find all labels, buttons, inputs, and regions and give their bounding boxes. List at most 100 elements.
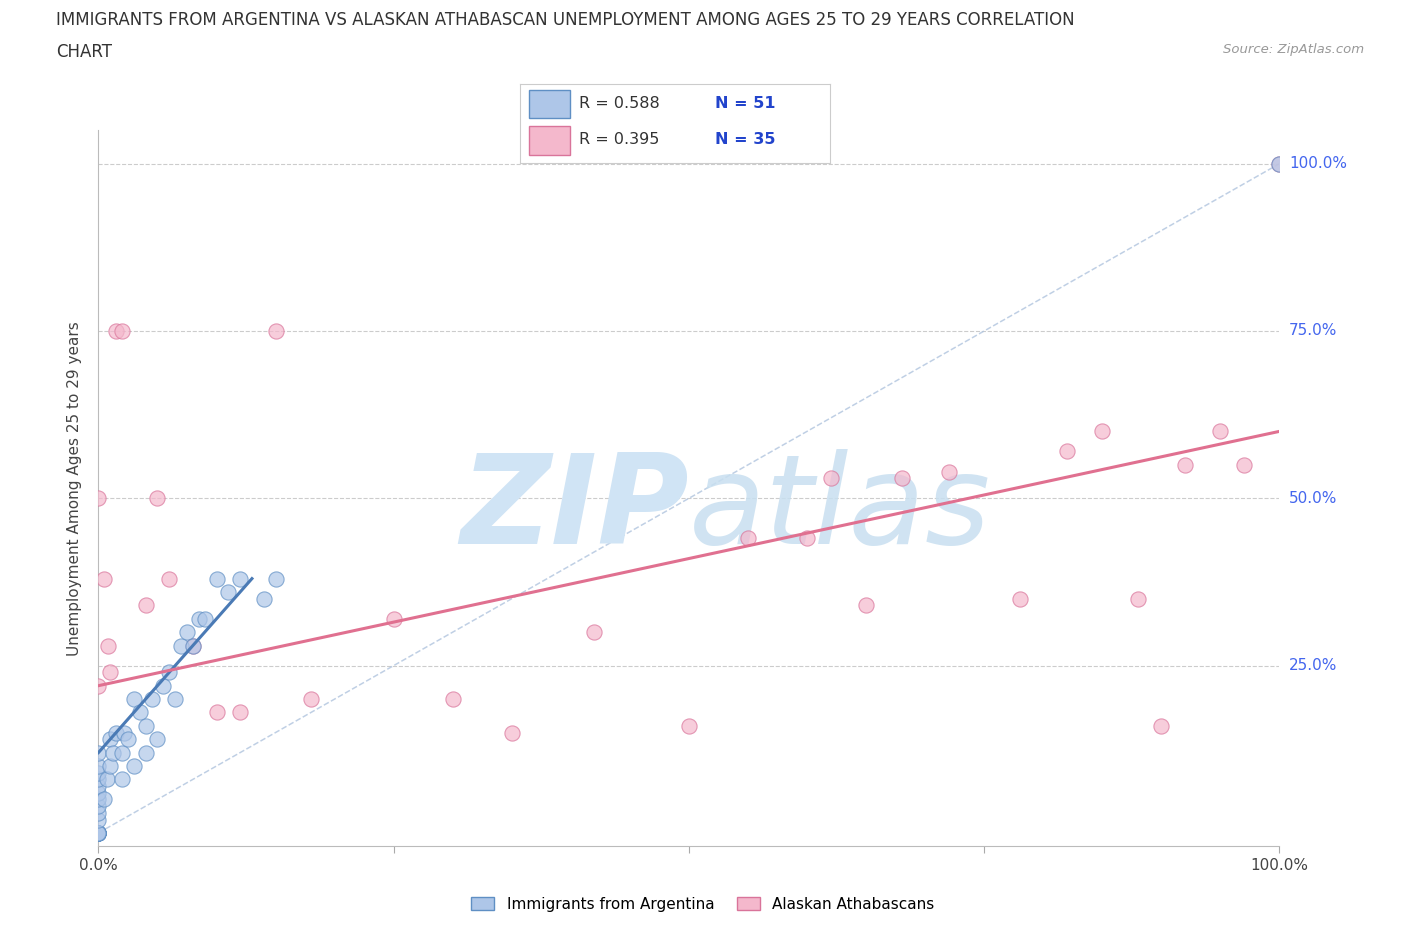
Point: [1126, 591, 1149, 606]
Point: [87, 826, 110, 841]
Point: [1209, 424, 1232, 439]
Text: N = 51: N = 51: [716, 97, 776, 112]
Point: [87, 799, 110, 814]
Text: ZIP: ZIP: [460, 449, 689, 570]
Text: CHART: CHART: [56, 43, 112, 60]
Point: [890, 471, 912, 485]
Point: [101, 745, 124, 760]
Point: [105, 324, 128, 339]
Point: [146, 732, 169, 747]
Point: [87, 826, 110, 841]
Point: [135, 745, 157, 760]
Text: 25.0%: 25.0%: [1289, 658, 1337, 673]
Point: [187, 611, 209, 626]
Point: [157, 571, 180, 586]
Point: [229, 571, 252, 586]
Point: [97, 638, 120, 653]
Point: [299, 692, 322, 707]
Point: [112, 725, 135, 740]
Point: [194, 611, 217, 626]
Point: [117, 732, 139, 747]
Point: [87, 745, 110, 760]
Legend: Immigrants from Argentina, Alaskan Athabascans: Immigrants from Argentina, Alaskan Athab…: [465, 890, 941, 918]
Text: atlas: atlas: [689, 449, 991, 570]
Point: [87, 826, 110, 841]
Point: [217, 585, 239, 600]
Point: [87, 826, 110, 841]
Point: [141, 692, 163, 707]
Point: [87, 826, 110, 841]
Point: [87, 826, 110, 841]
Point: [1233, 458, 1256, 472]
Text: 100.0%: 100.0%: [1289, 156, 1347, 171]
Point: [87, 778, 110, 793]
Text: R = 0.395: R = 0.395: [579, 132, 659, 147]
Point: [87, 772, 110, 787]
Point: [87, 678, 110, 693]
Point: [87, 491, 110, 506]
Point: [87, 826, 110, 841]
Point: [737, 531, 759, 546]
Point: [1268, 156, 1291, 171]
Point: [583, 625, 606, 640]
Point: [253, 591, 276, 606]
Point: [1268, 156, 1291, 171]
Point: [176, 625, 198, 640]
Point: [855, 598, 877, 613]
Point: [938, 464, 960, 479]
Point: [205, 705, 228, 720]
Point: [93, 571, 115, 586]
FancyBboxPatch shape: [530, 126, 569, 155]
Point: [264, 324, 287, 339]
Point: [87, 805, 110, 820]
Point: [181, 638, 204, 653]
Point: [152, 678, 174, 693]
Point: [1008, 591, 1031, 606]
Point: [146, 491, 169, 506]
Point: [98, 665, 121, 680]
Point: [1056, 444, 1078, 458]
Text: Source: ZipAtlas.com: Source: ZipAtlas.com: [1223, 43, 1364, 56]
Point: [87, 826, 110, 841]
FancyBboxPatch shape: [530, 90, 569, 118]
Point: [382, 611, 405, 626]
Text: IMMIGRANTS FROM ARGENTINA VS ALASKAN ATHABASCAN UNEMPLOYMENT AMONG AGES 25 TO 29: IMMIGRANTS FROM ARGENTINA VS ALASKAN ATH…: [56, 11, 1074, 29]
Point: [796, 531, 818, 546]
Point: [205, 571, 228, 586]
Point: [678, 718, 700, 733]
Point: [157, 665, 180, 680]
Point: [87, 792, 110, 807]
Point: [128, 705, 150, 720]
Y-axis label: Unemployment Among Ages 25 to 29 years: Unemployment Among Ages 25 to 29 years: [67, 321, 83, 656]
Text: N = 35: N = 35: [716, 132, 776, 147]
Point: [87, 759, 110, 774]
Point: [96, 772, 118, 787]
Point: [441, 692, 464, 707]
Point: [181, 638, 204, 653]
Point: [111, 745, 134, 760]
Point: [87, 765, 110, 780]
Point: [105, 725, 128, 740]
Point: [264, 571, 287, 586]
Point: [111, 772, 134, 787]
Text: 75.0%: 75.0%: [1289, 324, 1337, 339]
Point: [87, 826, 110, 841]
Point: [135, 598, 157, 613]
Point: [122, 759, 145, 774]
Point: [98, 759, 121, 774]
Point: [87, 785, 110, 800]
Point: [170, 638, 193, 653]
Point: [93, 792, 115, 807]
Point: [165, 692, 187, 707]
Text: 50.0%: 50.0%: [1289, 491, 1337, 506]
Point: [501, 725, 523, 740]
Point: [98, 732, 121, 747]
Point: [87, 826, 110, 841]
Point: [1091, 424, 1114, 439]
Point: [820, 471, 842, 485]
Text: R = 0.588: R = 0.588: [579, 97, 659, 112]
Point: [1174, 458, 1197, 472]
Point: [229, 705, 252, 720]
Point: [111, 324, 134, 339]
Point: [87, 812, 110, 827]
